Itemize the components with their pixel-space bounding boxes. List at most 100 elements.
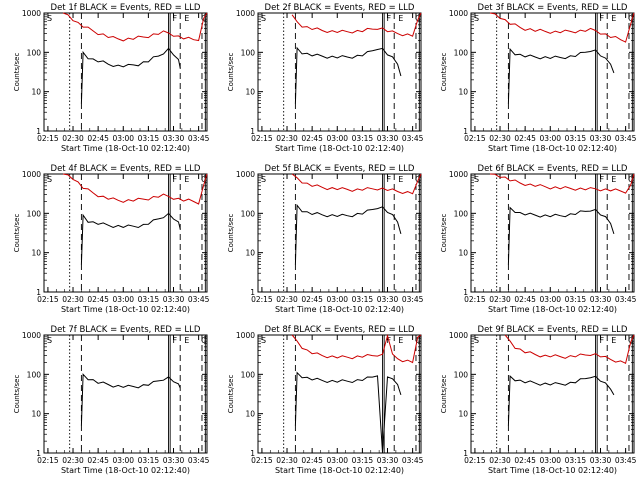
x-tick-label: 02:15 — [37, 456, 59, 465]
marker-f: F — [386, 175, 391, 184]
marker-e: E — [398, 175, 403, 184]
panel-title: Det 5f BLACK = Events, RED = LLD — [265, 164, 415, 174]
plot-frame — [43, 173, 208, 293]
events-series-line — [80, 373, 181, 426]
x-axis-label: Start Time (18-Oct-10 02:12:40) — [488, 466, 617, 475]
marker-s: S — [47, 14, 52, 23]
y-axis-label: Counts/sec — [440, 214, 448, 253]
plot-frame — [470, 173, 635, 293]
y-axis-label: Counts/sec — [440, 53, 448, 92]
x-tick-label: 02:45 — [87, 134, 109, 143]
y-axis-label: Counts/sec — [227, 214, 235, 253]
x-tick-label: 02:45 — [514, 134, 536, 143]
x-tick-label: 02:45 — [87, 456, 109, 465]
x-tick-label: 03:00 — [539, 295, 561, 304]
y-tick-label: 10 — [245, 88, 255, 97]
y-tick-label: 1000 — [236, 170, 255, 179]
y-tick-label: 1 — [463, 449, 468, 458]
x-tick-label: 03:00 — [112, 134, 134, 143]
panel-title: Det 6f BLACK = Events, RED = LLD — [478, 164, 628, 174]
marker-e: E — [184, 175, 189, 184]
plot-frame — [470, 334, 635, 454]
y-tick-label: 100 — [454, 209, 469, 218]
y-axis-label: Counts/sec — [13, 214, 21, 253]
y-tick-label: 1000 — [449, 9, 468, 18]
x-tick-label: 02:45 — [301, 134, 323, 143]
lld-series-line — [489, 12, 635, 43]
x-tick-label: 03:15 — [352, 134, 374, 143]
marker-c: C — [415, 336, 421, 345]
y-tick-label: 1 — [36, 449, 41, 458]
x-tick-label: 03:45 — [188, 295, 210, 304]
x-tick-label: 03:15 — [352, 456, 374, 465]
marker-f: F — [599, 336, 604, 345]
x-tick-label: 02:15 — [464, 456, 486, 465]
x-tick-label: 03:15 — [352, 295, 374, 304]
x-tick-label: 03:30 — [590, 456, 612, 465]
plot-frame — [43, 334, 208, 454]
x-tick-label: 02:15 — [464, 134, 486, 143]
panel-title: Det 4f BLACK = Events, RED = LLD — [51, 164, 201, 174]
panel-title: Det 8f BLACK = Events, RED = LLD — [265, 325, 415, 335]
y-tick-label: 10 — [31, 410, 41, 419]
y-tick-label: 10 — [458, 88, 468, 97]
lld-series-line — [291, 173, 422, 195]
events-series-line — [507, 206, 615, 265]
x-tick-label: 03:45 — [188, 456, 210, 465]
marker-c: C — [201, 175, 207, 184]
x-tick-label: 03:15 — [565, 134, 587, 143]
marker-f: F — [599, 175, 604, 184]
x-tick-label: 02:45 — [301, 295, 323, 304]
x-tick-label: 03:45 — [188, 134, 210, 143]
y-tick-label: 100 — [27, 48, 42, 57]
panel-title: Det 7f BLACK = Events, RED = LLD — [51, 325, 201, 335]
x-tick-label: 02:45 — [514, 295, 536, 304]
y-axis-label: Counts/sec — [227, 53, 235, 92]
x-tick-label: 02:30 — [62, 456, 84, 465]
x-tick-label: 03:30 — [377, 456, 399, 465]
x-tick-label: 02:30 — [489, 456, 511, 465]
marker-s: S — [261, 175, 266, 184]
x-tick-label: 03:30 — [163, 456, 185, 465]
x-tick-label: 03:00 — [326, 295, 348, 304]
marker-s: S — [261, 14, 266, 23]
x-axis-label: Start Time (18-Oct-10 02:12:40) — [61, 144, 190, 153]
x-tick-label: 03:15 — [565, 295, 587, 304]
x-axis-label: Start Time (18-Oct-10 02:12:40) — [488, 144, 617, 153]
panel-title: Det 3f BLACK = Events, RED = LLD — [478, 3, 628, 13]
marker-s: S — [47, 336, 52, 345]
y-tick-label: 1 — [250, 288, 255, 297]
y-tick-label: 10 — [245, 410, 255, 419]
y-tick-label: 1 — [250, 127, 255, 136]
lld-series-line — [504, 334, 635, 365]
x-tick-label: 02:45 — [87, 295, 109, 304]
marker-e: E — [611, 175, 616, 184]
plot-frame — [257, 334, 422, 454]
y-axis-label: Counts/sec — [13, 375, 21, 414]
x-axis-label: Start Time (18-Oct-10 02:12:40) — [488, 305, 617, 314]
marker-c: C — [201, 336, 207, 345]
marker-s: S — [474, 14, 479, 23]
panel-6: Det 6f BLACK = Events, RED = LLD 1 10 100 10… — [440, 164, 637, 314]
panel-8: Det 8f BLACK = Events, RED = LLD 1 10 100 10… — [227, 325, 424, 475]
x-tick-label: 03:30 — [590, 134, 612, 143]
panel-title: Det 9f BLACK = Events, RED = LLD — [478, 325, 628, 335]
lld-series-line — [489, 173, 635, 194]
y-tick-label: 10 — [458, 410, 468, 419]
lld-series-line — [62, 173, 208, 205]
y-tick-label: 100 — [454, 48, 469, 57]
panel-9: Det 9f BLACK = Events, RED = LLD 1 10 100 10… — [440, 325, 637, 475]
x-tick-label: 02:45 — [301, 456, 323, 465]
marker-f: F — [599, 14, 604, 23]
events-series-line — [80, 47, 181, 104]
x-tick-label: 02:30 — [62, 134, 84, 143]
events-series-line — [507, 374, 615, 426]
y-tick-label: 10 — [245, 249, 255, 258]
marker-s: S — [474, 175, 479, 184]
plot-frame — [257, 173, 422, 293]
x-tick-label: 03:15 — [138, 134, 160, 143]
y-tick-label: 10 — [31, 249, 41, 258]
x-tick-label: 02:15 — [251, 456, 273, 465]
marker-s: S — [47, 175, 52, 184]
x-axis-label: Start Time (18-Oct-10 02:12:40) — [275, 466, 404, 475]
